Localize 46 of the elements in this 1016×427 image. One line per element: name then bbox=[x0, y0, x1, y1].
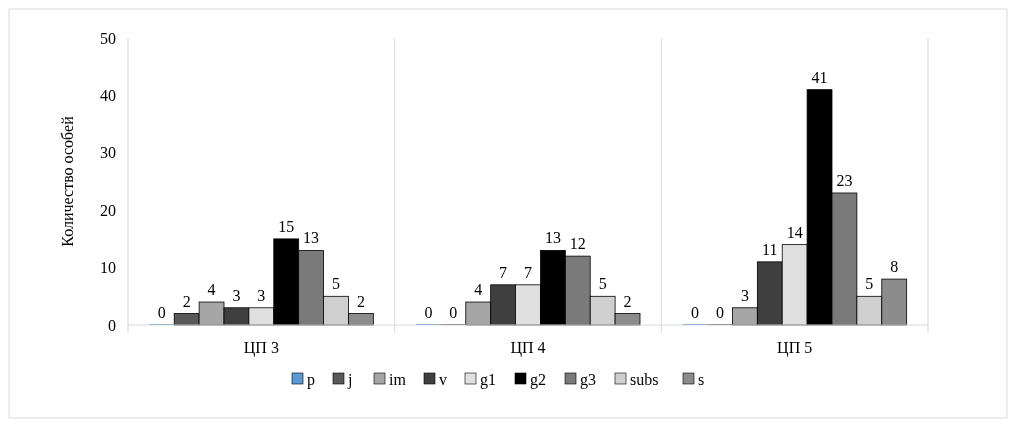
y-axis-title: Количество особей bbox=[59, 115, 76, 247]
legend-label: subs bbox=[630, 370, 659, 388]
data-label: 4 bbox=[207, 281, 216, 299]
data-label: 23 bbox=[836, 171, 853, 189]
data-label: 8 bbox=[890, 258, 899, 276]
data-label: 5 bbox=[598, 275, 607, 293]
data-label: 0 bbox=[716, 304, 724, 321]
data-label: 7 bbox=[524, 263, 532, 281]
legend-label: j bbox=[347, 370, 353, 389]
y-tick-label: 50 bbox=[100, 29, 116, 47]
y-tick-label: 0 bbox=[108, 316, 116, 334]
data-label: 3 bbox=[257, 286, 266, 304]
data-label: 2 bbox=[356, 292, 365, 310]
data-label: 3 bbox=[740, 286, 749, 304]
data-label: 3 bbox=[232, 286, 241, 304]
data-label: 0 bbox=[157, 304, 166, 321]
x-tick-label: ЦП 5 bbox=[777, 339, 813, 357]
data-label: 41 bbox=[811, 68, 828, 86]
data-label: 7 bbox=[499, 263, 508, 281]
data-label: 11 bbox=[762, 240, 778, 258]
data-label: 5 bbox=[865, 275, 874, 293]
data-label: 15 bbox=[278, 217, 295, 235]
legend-label: im bbox=[389, 370, 407, 388]
data-label: 2 bbox=[623, 292, 632, 310]
data-label: 13 bbox=[303, 229, 320, 247]
y-tick-label: 10 bbox=[100, 259, 116, 277]
legend-label: g1 bbox=[480, 370, 496, 389]
data-label: 0 bbox=[424, 304, 433, 321]
data-label: 12 bbox=[569, 235, 586, 253]
data-label: 2 bbox=[182, 292, 191, 310]
legend-label: g3 bbox=[580, 370, 596, 389]
data-label: 0 bbox=[691, 304, 700, 321]
data-label: 0 bbox=[449, 304, 458, 321]
data-label: 5 bbox=[332, 275, 340, 293]
y-tick-label: 40 bbox=[100, 87, 116, 104]
data-label: 13 bbox=[544, 229, 561, 247]
legend-label: g2 bbox=[530, 370, 546, 389]
legend-label: p bbox=[307, 370, 315, 389]
legend-label: v bbox=[439, 370, 447, 388]
y-tick-label: 20 bbox=[100, 201, 116, 219]
x-tick-label: ЦП 3 bbox=[243, 339, 279, 357]
data-label: 4 bbox=[474, 281, 483, 299]
y-tick-label: 30 bbox=[100, 144, 116, 162]
data-label: 14 bbox=[786, 223, 803, 241]
x-tick-label: ЦП 4 bbox=[510, 339, 546, 357]
legend-label: s bbox=[698, 370, 705, 388]
